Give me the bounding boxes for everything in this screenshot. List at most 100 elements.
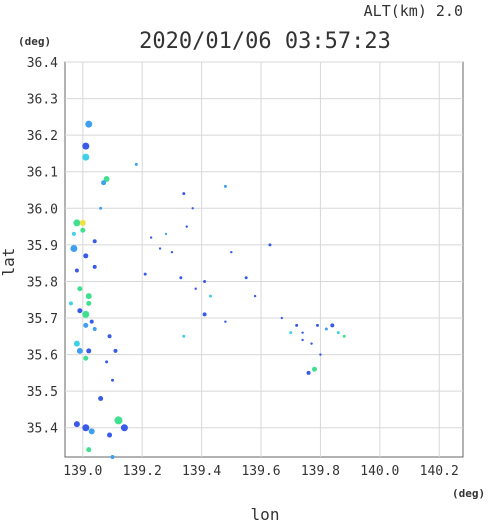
- data-point: [301, 338, 304, 342]
- x-tick-label: 139.4: [182, 464, 221, 479]
- data-point: [92, 239, 97, 244]
- data-point: [70, 245, 78, 253]
- data-point: [280, 316, 284, 320]
- data-point: [114, 416, 123, 425]
- data-point: [158, 247, 162, 250]
- y-tick-label: 36.2: [27, 129, 58, 144]
- data-point: [74, 268, 79, 273]
- x-tick-label: 139.8: [301, 464, 340, 479]
- data-point: [83, 253, 89, 259]
- data-point: [82, 142, 90, 150]
- data-point: [73, 421, 80, 428]
- data-point: [86, 300, 92, 306]
- data-point: [306, 370, 311, 375]
- data-point: [85, 293, 92, 300]
- data-point: [230, 250, 233, 254]
- data-point: [324, 327, 328, 331]
- data-point: [111, 378, 115, 382]
- y-tick-label: 36.3: [27, 93, 58, 108]
- data-point: [203, 279, 207, 283]
- data-point: [73, 340, 80, 347]
- chart-subtitle: ALT(km) 2.0: [364, 2, 463, 20]
- y-tick-label: 35.6: [27, 349, 58, 364]
- data-point: [223, 184, 227, 188]
- data-point: [315, 323, 319, 327]
- data-point: [79, 219, 86, 226]
- data-point: [77, 286, 83, 292]
- data-point: [253, 294, 257, 298]
- data-point: [105, 360, 109, 364]
- data-point: [170, 250, 174, 254]
- data-point: [82, 310, 90, 318]
- data-point: [301, 331, 304, 334]
- data-point: [77, 308, 83, 314]
- y-tick-label: 36.1: [27, 166, 58, 181]
- data-point: [107, 432, 113, 438]
- y-tick-label: 35.5: [27, 385, 58, 400]
- chart-title: 2020/01/06 03:57:23: [139, 29, 391, 54]
- x-tick-label: 139.0: [63, 464, 102, 479]
- x-unit-label: (deg): [452, 487, 485, 500]
- data-point: [98, 395, 104, 401]
- data-point: [149, 236, 153, 239]
- data-points: [68, 120, 346, 459]
- data-point: [82, 424, 90, 432]
- data-point: [88, 428, 95, 435]
- plot-area: [64, 61, 464, 458]
- data-point: [244, 276, 248, 280]
- data-point: [73, 219, 81, 227]
- data-point: [68, 301, 73, 306]
- data-point: [295, 323, 299, 327]
- data-point: [202, 312, 207, 317]
- data-point: [89, 319, 94, 324]
- data-point: [194, 287, 197, 290]
- data-point: [83, 322, 89, 328]
- data-point: [103, 176, 110, 183]
- x-tick-label: 139.6: [241, 464, 280, 479]
- x-tick-label: 139.2: [123, 464, 162, 479]
- data-point: [134, 162, 138, 166]
- data-point: [86, 348, 92, 354]
- data-point: [268, 243, 272, 247]
- y-tick-label: 35.7: [27, 312, 58, 327]
- data-point: [143, 272, 147, 276]
- grid: [65, 61, 463, 457]
- y-tick-label: 35.4: [27, 422, 58, 437]
- y-tick-label: 36.4: [27, 56, 58, 71]
- y-axis-label: lat: [0, 248, 18, 277]
- x-axis-label: lon: [251, 505, 280, 521]
- y-unit-label: (deg): [18, 35, 51, 48]
- data-point: [82, 153, 90, 161]
- data-point: [185, 225, 188, 228]
- data-point: [182, 192, 186, 196]
- data-point: [120, 424, 128, 432]
- data-point: [107, 334, 112, 339]
- data-point: [71, 231, 76, 236]
- data-point: [336, 331, 340, 335]
- data-point: [224, 320, 227, 323]
- x-tick-label: 140.0: [360, 464, 399, 479]
- data-point: [83, 355, 89, 361]
- data-point: [80, 227, 86, 233]
- data-point: [179, 276, 183, 280]
- data-point: [101, 180, 107, 186]
- data-point: [164, 232, 168, 236]
- y-tick-label: 36.0: [27, 202, 58, 217]
- data-point: [209, 294, 213, 298]
- data-point: [182, 334, 186, 338]
- tick-labels: 139.0 139.2 139.4 139.6 139.8 140.0 140.2 35.4 3…: [27, 56, 459, 479]
- data-point: [110, 455, 115, 459]
- y-tick-label: 35.8: [27, 275, 58, 290]
- data-point: [85, 120, 93, 128]
- data-point: [99, 206, 103, 210]
- data-point: [342, 334, 346, 338]
- data-point: [92, 326, 97, 331]
- data-point: [92, 264, 97, 269]
- data-point: [76, 347, 83, 354]
- data-point: [310, 342, 313, 345]
- y-tick-label: 35.9: [27, 239, 58, 254]
- data-point: [289, 331, 293, 335]
- data-point: [311, 366, 317, 372]
- x-tick-label: 140.2: [420, 464, 459, 479]
